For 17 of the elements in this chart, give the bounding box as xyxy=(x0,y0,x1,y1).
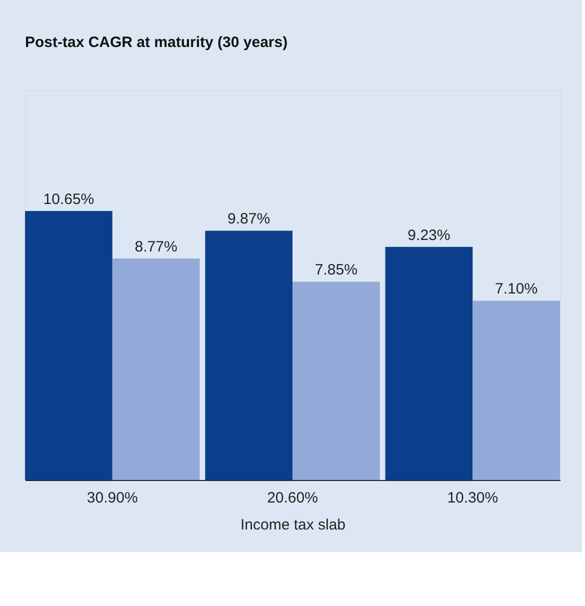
bar xyxy=(292,282,380,480)
chart-title: Post-tax CAGR at maturity (30 years) xyxy=(25,34,288,51)
x-tick-label: 10.30% xyxy=(447,490,498,506)
bar xyxy=(112,258,200,480)
bar xyxy=(385,246,473,480)
bar xyxy=(25,211,112,480)
data-label: 7.10% xyxy=(495,280,538,298)
data-label: 9.87% xyxy=(228,210,270,228)
data-label: 7.85% xyxy=(314,262,358,279)
bar xyxy=(472,300,560,480)
x-tick-label: 20.60% xyxy=(267,490,318,506)
bar xyxy=(205,230,292,480)
data-label: 8.77% xyxy=(134,238,178,256)
data-label: 9.23% xyxy=(408,226,450,244)
x-axis-title: Income tax slab xyxy=(240,516,346,534)
data-label: 10.65% xyxy=(43,191,94,208)
x-tick-label: 30.90% xyxy=(86,490,138,506)
